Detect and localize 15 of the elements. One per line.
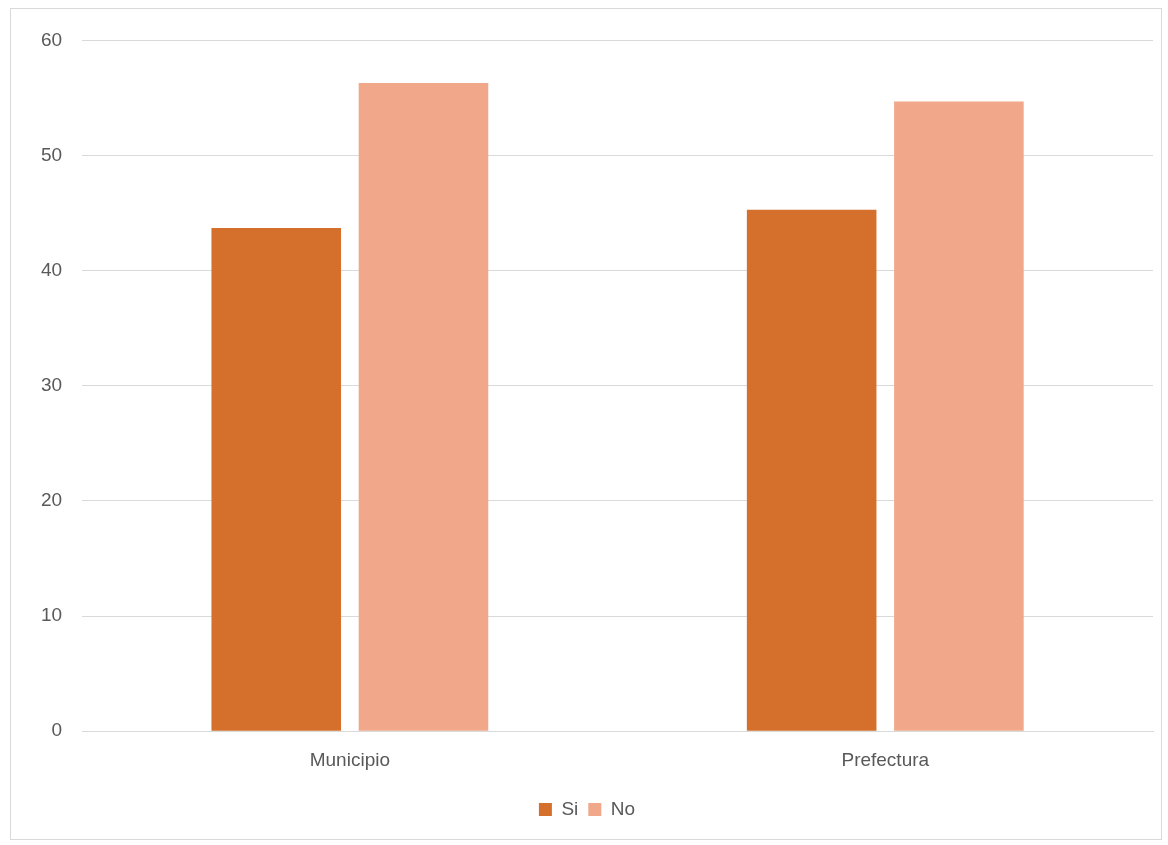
- y-tick-label: 20: [40, 489, 63, 511]
- y-tick-label: 30: [40, 374, 63, 396]
- y-tick-label: 0: [51, 719, 63, 741]
- legend-label: Si: [561, 797, 579, 819]
- bar: [746, 209, 877, 731]
- bar: [358, 83, 489, 731]
- y-tick-label: 60: [40, 28, 63, 50]
- bar: [211, 228, 342, 731]
- bar: [894, 101, 1024, 731]
- x-tick-label: Municipio: [309, 748, 390, 770]
- y-tick-label: 50: [40, 143, 63, 165]
- y-tick-label: 10: [40, 604, 63, 626]
- y-tick-label: 40: [40, 258, 63, 280]
- x-tick-label: Prefectura: [841, 748, 930, 770]
- legend-label: No: [610, 797, 636, 819]
